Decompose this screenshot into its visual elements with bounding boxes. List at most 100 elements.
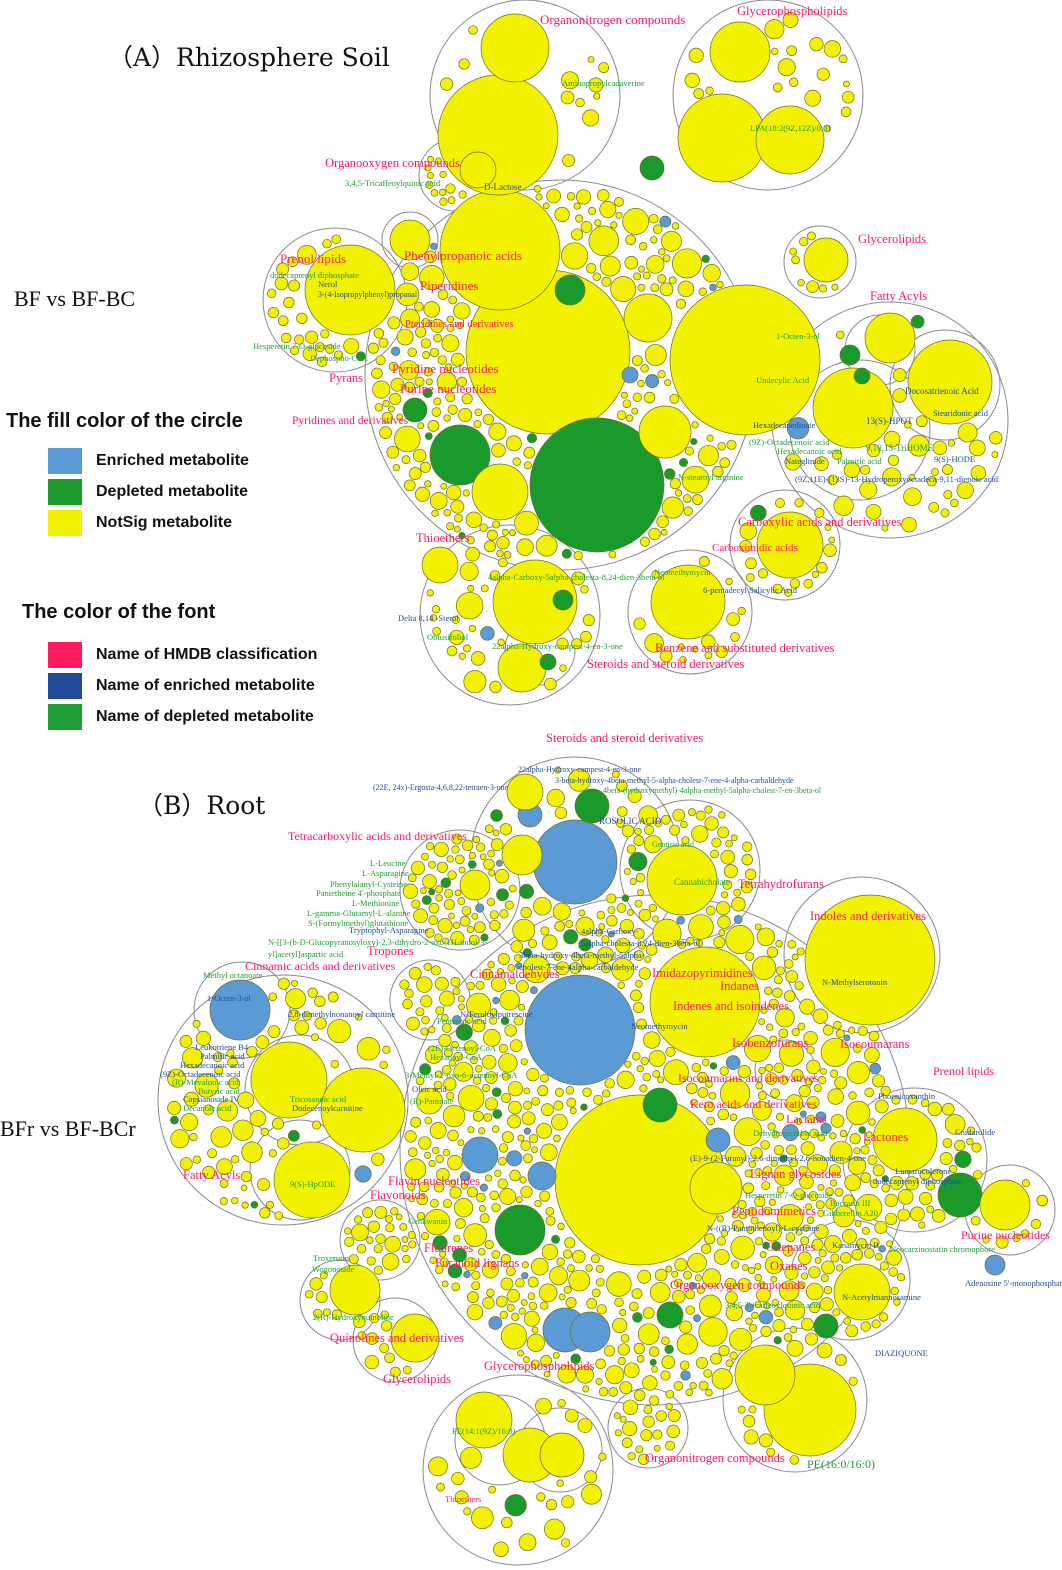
notsig-metabolite-circle: [458, 58, 470, 70]
notsig-metabolite-circle: [489, 919, 501, 932]
notsig-metabolite-circle: [439, 170, 447, 178]
enriched-metabolite-label: Lumarocolerone: [895, 1166, 951, 1176]
depleted-metabolite-label: Palmitic acid: [837, 456, 882, 466]
notsig-metabolite-circle: [844, 1174, 862, 1192]
notsig-metabolite-circle: [788, 1158, 799, 1168]
notsig-metabolite-circle: [492, 520, 501, 529]
notsig-metabolite-circle: [320, 329, 330, 339]
notsig-metabolite-circle: [637, 1323, 660, 1345]
notsig-metabolite-circle: [487, 960, 495, 969]
notsig-metabolite-circle: [803, 1030, 818, 1046]
notsig-metabolite-circle: [706, 434, 714, 442]
notsig-metabolite-circle: [454, 525, 461, 533]
depleted-metabolite-label: Obtusifoliol: [427, 632, 469, 642]
notsig-metabolite-circle: [443, 1077, 457, 1091]
notsig-metabolite-circle: [806, 1059, 821, 1075]
notsig-metabolite-circle: [435, 885, 444, 894]
notsig-metabolite-circle: [748, 1267, 756, 1275]
notsig-metabolite-circle: [534, 1199, 542, 1208]
notsig-metabolite-circle: [437, 74, 559, 196]
notsig-metabolite-circle: [500, 1253, 511, 1264]
notsig-metabolite-circle: [314, 1017, 327, 1030]
notsig-metabolite-circle: [428, 1456, 448, 1477]
notsig-metabolite-circle: [718, 811, 726, 819]
notsig-metabolite-circle: [662, 254, 671, 263]
notsig-metabolite-circle: [657, 1076, 665, 1084]
notsig-metabolite-circle: [884, 1212, 898, 1226]
notsig-metabolite-circle: [666, 1424, 680, 1439]
notsig-metabolite-circle: [432, 1146, 440, 1155]
notsig-metabolite-circle: [800, 1141, 815, 1156]
notsig-metabolite-circle: [441, 334, 460, 353]
notsig-metabolite-circle: [316, 356, 328, 368]
notsig-metabolite-circle: [402, 883, 419, 899]
notsig-metabolite-circle: [512, 457, 521, 466]
enriched-metabolite-label: 6-pentadecyl Salicylic Acid: [703, 585, 798, 595]
notsig-metabolite-circle: [643, 391, 656, 404]
enriched-metabolite-label: 3-(4-Isopropylphenyl)propanal: [318, 290, 418, 299]
hmdb-class-label: Carboximidic acids: [712, 542, 798, 554]
notsig-metabolite-circle: [860, 1321, 871, 1332]
notsig-metabolite-circle: [795, 1228, 803, 1236]
hmdb-class-label: Flavin nucleotides: [388, 1174, 480, 1188]
depleted-metabolite-label: yl]acetyl]aspartic acid: [268, 949, 344, 959]
depleted-metabolite-label: Methyl octanoate: [203, 970, 262, 980]
legend-label: NotSig metabolite: [96, 514, 233, 531]
notsig-metabolite-circle: [312, 1308, 323, 1319]
notsig-metabolite-circle: [454, 513, 463, 523]
notsig-metabolite-circle: [991, 451, 999, 459]
notsig-metabolite-circle: [508, 529, 516, 537]
notsig-metabolite-circle: [737, 606, 746, 616]
notsig-metabolite-circle: [932, 440, 948, 456]
notsig-metabolite-circle: [701, 1243, 712, 1255]
notsig-metabolite-circle: [423, 962, 432, 971]
notsig-metabolite-circle: [518, 1533, 537, 1552]
notsig-metabolite-circle: [642, 1307, 655, 1319]
enriched-metabolite-circle: [659, 215, 672, 228]
notsig-metabolite-circle: [811, 1238, 824, 1251]
notsig-metabolite-circle: [597, 189, 610, 202]
notsig-metabolite-circle: [392, 463, 400, 472]
enriched-metabolite-label: 13(S)-HPOT: [866, 416, 913, 426]
notsig-metabolite-circle: [427, 419, 440, 432]
notsig-metabolite-circle: [327, 991, 339, 1003]
notsig-metabolite-circle: [634, 899, 643, 908]
notsig-metabolite-circle: [742, 1414, 756, 1428]
notsig-metabolite-circle: [725, 1291, 738, 1304]
notsig-metabolite-circle: [343, 337, 360, 354]
notsig-metabolite-circle: [596, 910, 606, 920]
notsig-metabolite-circle: [782, 12, 799, 28]
notsig-metabolite-circle: [866, 443, 881, 458]
notsig-metabolite-circle: [796, 947, 805, 956]
notsig-metabolite-circle: [498, 1053, 518, 1073]
notsig-metabolite-circle: [872, 1164, 885, 1177]
notsig-metabolite-circle: [637, 1269, 652, 1284]
depleted-metabolite-circle: [447, 1263, 463, 1279]
notsig-metabolite-circle: [523, 1310, 540, 1327]
notsig-metabolite-circle: [530, 1257, 549, 1276]
enriched-metabolite-circle: [390, 346, 401, 357]
notsig-metabolite-circle: [943, 490, 953, 500]
notsig-metabolite-circle: [665, 1046, 676, 1057]
notsig-metabolite-circle: [652, 1070, 661, 1078]
notsig-metabolite-circle: [535, 534, 558, 557]
notsig-metabolite-circle: [375, 1233, 386, 1244]
notsig-metabolite-circle: [541, 934, 558, 951]
enriched-metabolite-circle: [744, 1303, 754, 1313]
enriched-metabolite-circle: [878, 1245, 886, 1253]
enriched-metabolite-label: Stearidonic acid: [933, 408, 989, 418]
notsig-metabolite-circle: [378, 337, 389, 348]
notsig-metabolite-circle: [462, 839, 474, 851]
notsig-metabolite-circle: [632, 1051, 641, 1061]
notsig-metabolite-circle: [330, 1059, 340, 1069]
notsig-metabolite-circle: [823, 543, 837, 557]
notsig-metabolite-circle: [518, 1003, 526, 1011]
depleted-metabolite-label: Baccatin III: [830, 1198, 871, 1208]
notsig-metabolite-circle: [856, 1238, 868, 1250]
notsig-metabolite-circle: [752, 1101, 772, 1121]
hmdb-class-label: Lignan glycosides: [750, 1167, 841, 1181]
notsig-metabolite-circle: [432, 626, 441, 636]
depleted-metabolite-circle: [813, 1313, 839, 1339]
notsig-metabolite-circle: [530, 1359, 540, 1369]
notsig-metabolite-circle: [407, 1182, 416, 1191]
